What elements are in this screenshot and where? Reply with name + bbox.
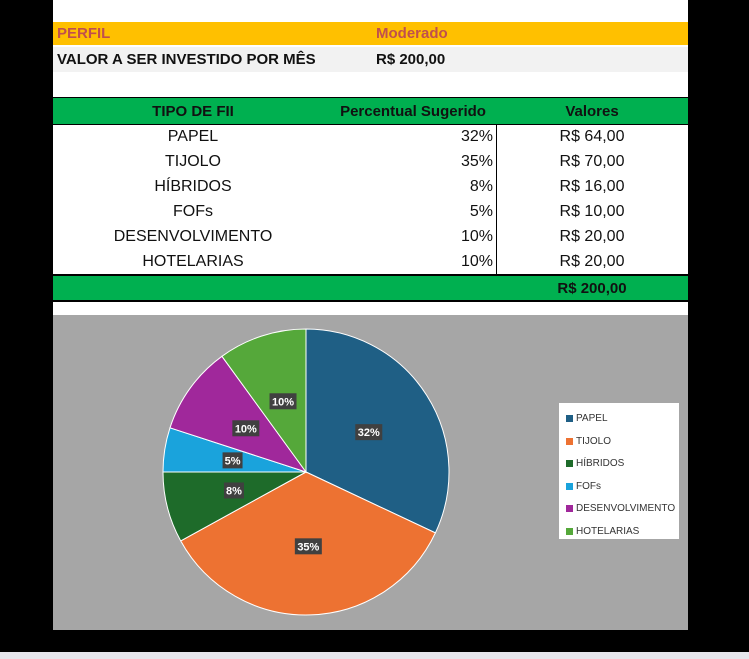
cell-valor: R$ 64,00	[559, 128, 625, 145]
cell-valor: R$ 70,00	[559, 153, 625, 170]
data-label-text: 5%	[225, 455, 241, 467]
perfil-label: PERFIL	[57, 25, 111, 42]
table-row[interactable]: DESENVOLVIMENTO 10% R$ 20,00	[53, 224, 688, 249]
table-row[interactable]: HÍBRIDOS 8% R$ 16,00	[53, 174, 688, 199]
column-divider	[496, 124, 497, 274]
legend-item-fofs[interactable]: FOFs	[566, 481, 601, 495]
data-label-text: 32%	[358, 427, 380, 439]
cell-tipo: TIJOLO	[164, 153, 221, 170]
cell-valor: R$ 20,00	[559, 253, 625, 270]
pie-chart[interactable]: 32% 35% 8% 5% 10% 10% PAPEL TIJOLO HÍBRIDOS FOFs…	[53, 315, 688, 630]
table-row[interactable]: HOTELARIAS 10% R$ 20,00	[53, 249, 688, 274]
legend-label: PAPEL	[576, 413, 608, 424]
table-total-row[interactable]: R$ 200,00	[53, 274, 688, 302]
cell-tipo: FOFs	[173, 203, 213, 220]
cell-pct: 35%	[460, 153, 493, 170]
legend-label: DESENVOLVIMENTO	[576, 503, 676, 514]
legend-swatch	[566, 527, 573, 535]
legend-swatch	[566, 460, 573, 467]
cell-tipo: DESENVOLVIMENTO	[113, 228, 273, 245]
cell-pct: 5%	[469, 203, 493, 220]
legend-label: HÍBRIDOS	[576, 458, 625, 469]
legend-label: TIJOLO	[576, 435, 612, 447]
cell-pct: 10%	[460, 253, 493, 270]
cell-valor: R$ 10,00	[559, 203, 625, 220]
data-label-hibridos: 8%	[223, 482, 244, 499]
data-label-text: 10%	[272, 396, 294, 408]
data-label-text: 8%	[226, 485, 242, 497]
cell-pct: 32%	[460, 128, 493, 145]
data-label-desenvolvimento: 10%	[232, 420, 260, 437]
cell-valor: R$ 16,00	[559, 178, 625, 195]
valor-value[interactable]: R$ 200,00	[376, 51, 446, 68]
data-label-papel: 32%	[355, 424, 383, 441]
cell-tipo: HÍBRIDOS	[154, 178, 232, 195]
data-label-text: 10%	[235, 423, 257, 435]
cell-tipo: HOTELARIAS	[142, 253, 244, 270]
table-row[interactable]: FOFs 5% R$ 10,00	[53, 199, 688, 224]
header-valores: Valores	[565, 103, 619, 120]
data-label-box	[294, 538, 322, 555]
data-label-hotelarias: 10%	[269, 393, 297, 410]
valor-row[interactable]: VALOR A SER INVESTIDO POR MÊS R$ 200,00	[53, 47, 688, 72]
data-label-box	[355, 424, 383, 441]
pie-chart-svg: 32% 35% 8% 5% 10% 10%	[162, 328, 450, 616]
data-label-text: 35%	[297, 541, 319, 553]
legend-label: FOFs	[576, 480, 601, 492]
perfil-value[interactable]: Moderado	[376, 25, 448, 42]
data-label-tijolo: 35%	[294, 538, 322, 555]
legend-item-tijolo[interactable]: TIJOLO	[566, 436, 611, 450]
cell-valor: R$ 20,00	[559, 228, 625, 245]
valor-label: VALOR A SER INVESTIDO POR MÊS	[57, 51, 316, 68]
legend-item-desenvolvimento[interactable]: DESENVOLVIMENTO	[566, 503, 675, 517]
cell-tipo: PAPEL	[167, 128, 219, 145]
header-percentual: Percentual Sugerido	[340, 103, 486, 120]
pie-slice-desenvolvimento[interactable]	[169, 355, 308, 473]
header-tipo: TIPO DE FII	[152, 103, 234, 120]
legend-swatch	[566, 482, 573, 490]
legend-label: HOTELARIAS	[576, 525, 640, 537]
data-label-box	[232, 420, 260, 437]
data-label-box	[223, 482, 244, 499]
pie-slice-hotelarias[interactable]	[221, 328, 307, 474]
total-value: R$ 200,00	[557, 280, 627, 297]
data-label-fofs: 5%	[222, 452, 243, 469]
chart-legend[interactable]: PAPEL TIJOLO HÍBRIDOS FOFs DESENVOLVIMENTO HO…	[559, 403, 679, 539]
data-label-box	[269, 393, 297, 410]
legend-item-hotelarias[interactable]: HOTELARIAS	[566, 526, 639, 540]
cell-pct: 10%	[460, 228, 493, 245]
spreadsheet-area: PERFIL Moderado VALOR A SER INVESTIDO PO…	[53, 0, 688, 630]
legend-swatch	[566, 437, 573, 445]
legend-swatch	[566, 505, 573, 512]
data-label-box	[222, 452, 243, 469]
legend-item-papel[interactable]: PAPEL	[566, 413, 608, 427]
bottom-scroll-strip	[0, 652, 749, 659]
legend-item-hibridos[interactable]: HÍBRIDOS	[566, 458, 624, 472]
perfil-row[interactable]: PERFIL Moderado	[53, 22, 688, 45]
table-header: TIPO DE FII Percentual Sugerido Valores	[53, 97, 688, 125]
cell-pct: 8%	[469, 178, 493, 195]
table-row[interactable]: TIJOLO 35% R$ 70,00	[53, 149, 688, 174]
legend-swatch	[566, 415, 573, 422]
table-row[interactable]: PAPEL 32% R$ 64,00	[53, 124, 688, 149]
